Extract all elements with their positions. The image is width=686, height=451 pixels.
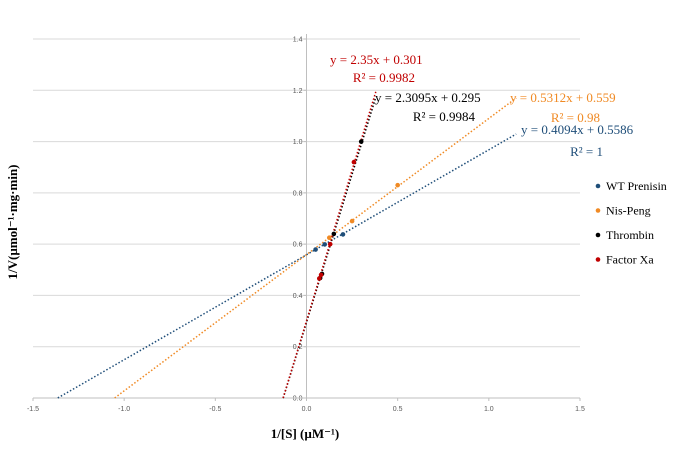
y-tick-label: 0.0 <box>293 396 303 403</box>
data-point <box>358 139 364 144</box>
legend-label: WT Prenisin <box>606 179 667 193</box>
data-point <box>313 247 318 252</box>
y-tick-label: 0.4 <box>293 293 303 300</box>
data-point <box>395 182 400 188</box>
trend-equation: y = 2.35x + 0.301 <box>330 52 423 67</box>
x-tick-label: 0.0 <box>302 406 312 413</box>
y-tick-label: 0.8 <box>293 190 303 197</box>
x-tick-label: 1.5 <box>575 406 585 413</box>
x-tick-label: 1.0 <box>484 406 494 413</box>
trend-equation: y = 0.5312x + 0.559 <box>510 90 616 105</box>
trendline-layer <box>57 91 517 399</box>
data-point <box>331 231 337 237</box>
legend-marker <box>595 257 601 262</box>
y-tick-label: 1.4 <box>293 37 303 44</box>
trend-r-squared: R² = 1 <box>570 144 603 159</box>
legend-marker <box>595 208 601 213</box>
x-tick-label: 0.5 <box>393 406 403 413</box>
y-tick-label: 0.6 <box>293 242 303 249</box>
trendline <box>114 97 517 399</box>
data-point <box>349 218 355 224</box>
y-tick-label: 1.0 <box>293 139 303 146</box>
legend: WT Prenisin Nis-Peng Thrombin Factor Xa <box>595 179 667 267</box>
equation-layer: y = 0.4094x + 0.5586 R² = 1 y = 0.5312x + … <box>330 52 634 159</box>
axis-layer: 0.0 0.2 0.4 0.6 0.8 1.0 1.2 1.4 -1.5 -1.0 -0.5 0.0 0… <box>27 34 585 413</box>
x-tick-label: -1.0 <box>118 406 130 413</box>
y-tick-label: 1.2 <box>293 88 303 95</box>
legend-marker <box>595 232 601 238</box>
x-tick-label: -1.5 <box>27 406 39 413</box>
legend-label: Nis-Peng <box>606 204 651 218</box>
data-point <box>326 235 332 241</box>
legend-label: Factor Xa <box>606 253 654 267</box>
trend-r-squared: R² = 0.98 <box>551 110 600 125</box>
trendline <box>57 133 517 399</box>
points-layer <box>313 139 400 281</box>
trend-r-squared: R² = 0.9982 <box>353 70 415 85</box>
data-point <box>322 242 328 247</box>
y-axis-title: 1/V(µmol⁻¹·mg·min) <box>5 164 20 279</box>
trend-r-squared: R² = 0.9984 <box>413 109 476 124</box>
x-axis-title: 1/[S] (µM⁻¹) <box>271 426 339 441</box>
data-point <box>316 276 322 281</box>
trend-equation: y = 2.3095x + 0.295 <box>375 90 481 105</box>
x-tick-label: -0.5 <box>209 406 221 413</box>
data-point <box>327 241 333 247</box>
data-point <box>318 272 324 278</box>
data-point <box>351 159 357 165</box>
legend-marker <box>595 183 601 189</box>
data-point <box>340 232 346 237</box>
y-tick-label: 0.2 <box>293 344 303 351</box>
legend-label: Thrombin <box>606 228 654 242</box>
trend-equation: y = 0.4094x + 0.5586 <box>521 122 634 137</box>
